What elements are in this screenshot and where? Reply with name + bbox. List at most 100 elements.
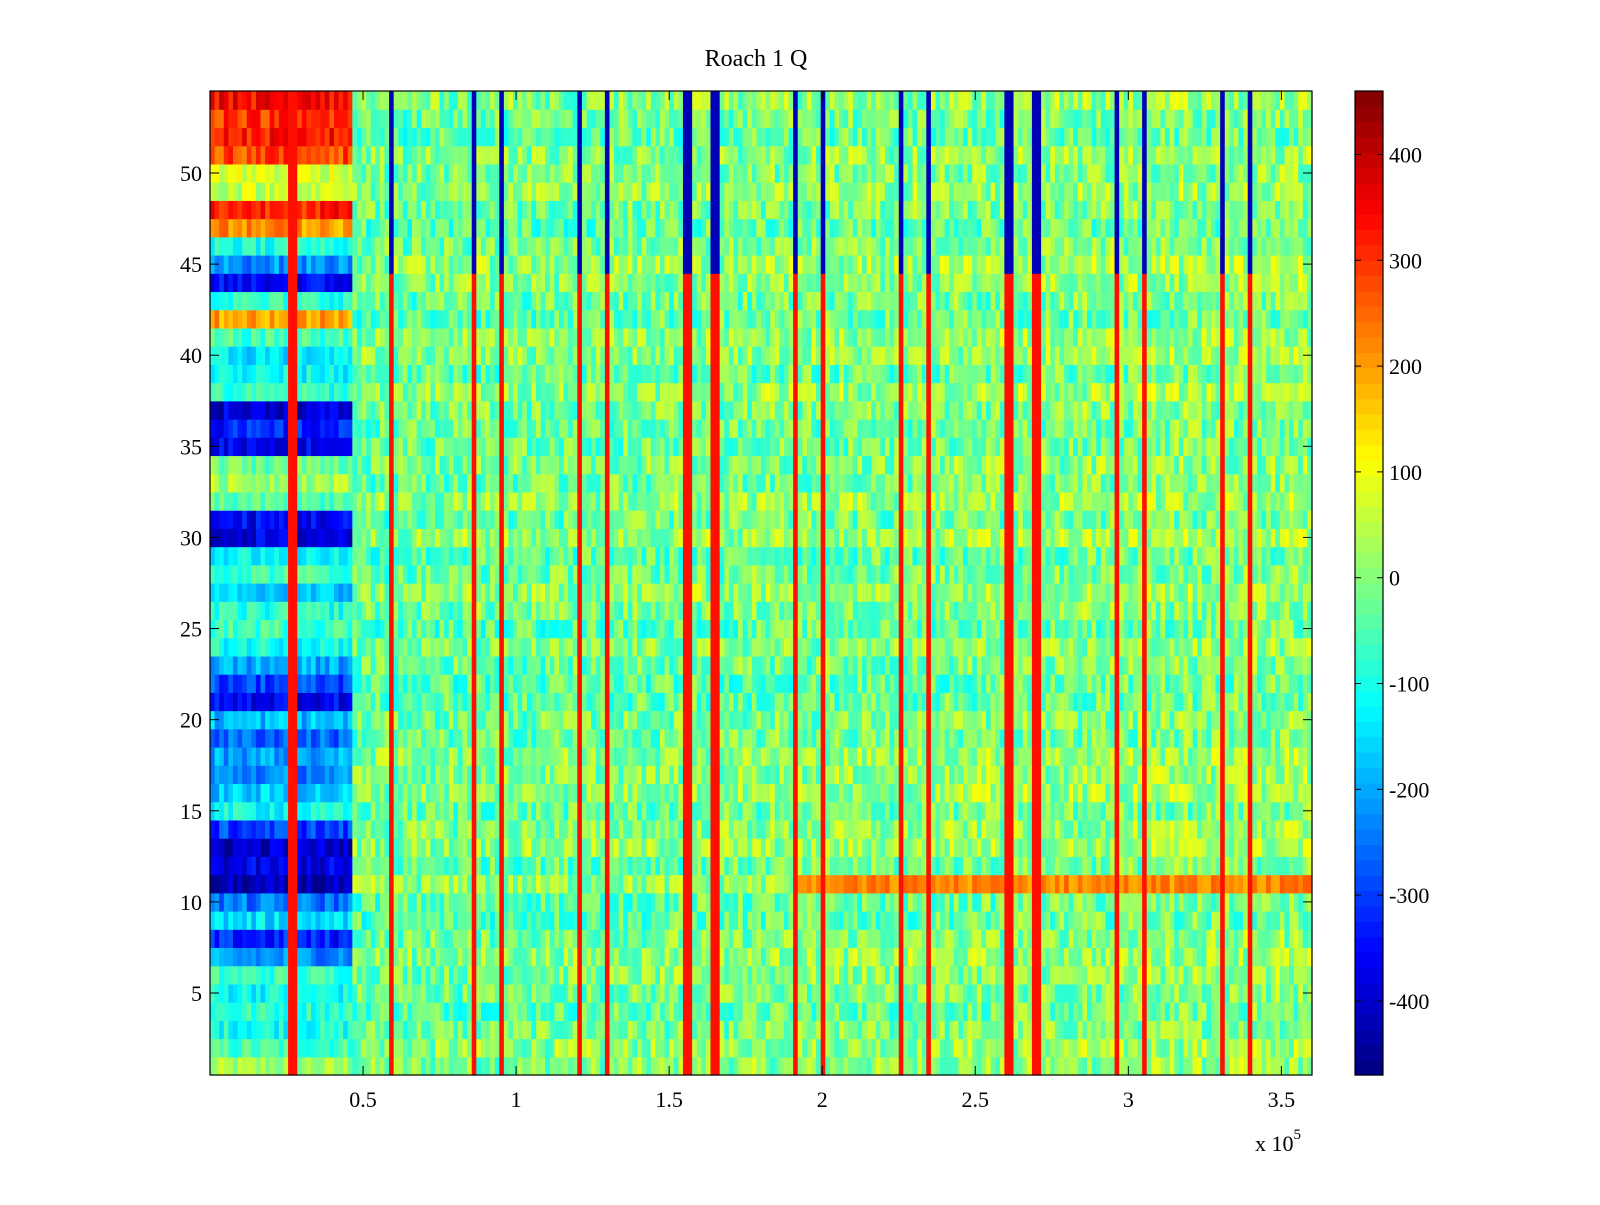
heatmap-cell (834, 783, 840, 803)
heatmap-cell (1087, 747, 1093, 766)
heatmap-cell (793, 965, 799, 985)
heatmap-cell (751, 929, 758, 949)
heatmap-cell (278, 747, 285, 766)
heatmap-cell (972, 965, 978, 985)
heatmap-cell (554, 983, 560, 1003)
heatmap-cell (1279, 838, 1286, 857)
heatmap-cell (301, 819, 308, 839)
heatmap-cell (1137, 783, 1143, 803)
heatmap-cell (1210, 965, 1217, 985)
heatmap-cell (774, 765, 780, 785)
heatmap-cell (995, 929, 1001, 949)
heatmap-cell (1100, 838, 1106, 857)
heatmap-cell (439, 911, 445, 930)
heatmap-cell (797, 728, 803, 748)
heatmap-cell (1082, 1038, 1088, 1058)
heatmap-cell (416, 1002, 422, 1021)
heatmap-cell (604, 911, 611, 930)
heatmap-cell (1188, 710, 1194, 730)
heatmap-cell (1027, 765, 1033, 785)
heatmap-cell (912, 765, 918, 785)
heatmap-cell (1302, 783, 1309, 803)
heatmap-cell (283, 710, 289, 730)
heatmap-cell (889, 911, 895, 930)
heatmap-cell (1036, 765, 1042, 785)
heatmap-cell (324, 965, 330, 985)
heatmap-cell (540, 1056, 546, 1076)
heatmap-cell (747, 929, 753, 949)
heatmap-cell (522, 892, 528, 912)
heatmap-cell (1142, 892, 1148, 912)
heatmap-cell (788, 1056, 794, 1076)
heatmap-cell (880, 747, 886, 766)
heatmap-cell (848, 874, 854, 894)
heatmap-cell (930, 1002, 937, 1021)
heatmap-cell (1224, 892, 1230, 912)
heatmap-cell (1087, 710, 1093, 730)
heatmap-cell (912, 783, 918, 803)
heatmap-cell (825, 1020, 831, 1040)
heatmap-cell (1045, 747, 1051, 766)
chart-title: Roach 1 Q (705, 46, 808, 72)
heatmap-cell (1165, 874, 1171, 894)
heatmap-cell (857, 1002, 863, 1021)
heatmap-cell (816, 874, 822, 894)
heatmap-cell (1298, 801, 1304, 821)
heatmap-cell (793, 819, 799, 839)
heatmap-cell (1238, 765, 1244, 785)
heatmap-cell (765, 983, 771, 1003)
heatmap-cell (301, 728, 308, 748)
heatmap-cell (641, 1038, 647, 1058)
heatmap-cell (581, 1038, 588, 1058)
heatmap-cell (1036, 856, 1042, 876)
heatmap-cell (705, 929, 712, 949)
heatmap-cell (917, 765, 923, 785)
heatmap-cell (733, 819, 739, 839)
heatmap-cell (545, 947, 551, 967)
heatmap-cell (1151, 1056, 1157, 1076)
heatmap-cell (852, 947, 859, 967)
heatmap-cell (614, 1020, 620, 1040)
heatmap-cell (338, 983, 344, 1003)
heatmap-cell (1109, 838, 1116, 857)
heatmap-cell (816, 1056, 822, 1076)
heatmap-cell (1247, 892, 1253, 912)
heatmap-cell (398, 856, 404, 876)
heatmap-cell (678, 929, 684, 949)
heatmap-cell (829, 911, 836, 930)
heatmap-cell (659, 856, 666, 876)
heatmap-cell (1270, 783, 1276, 803)
heatmap-cell (591, 838, 597, 857)
heatmap-cell (467, 983, 473, 1003)
heatmap-cell (770, 728, 776, 748)
heatmap-cell (1031, 1056, 1038, 1076)
heatmap-cell (581, 1002, 588, 1021)
heatmap-cell (623, 892, 629, 912)
heatmap-cell (793, 929, 799, 949)
heatmap-cell (705, 801, 712, 821)
heatmap-cell (1004, 1002, 1010, 1021)
heatmap-cell (448, 983, 454, 1003)
heatmap-cell (1229, 892, 1235, 912)
heatmap-cell (797, 801, 803, 821)
heatmap-cell (315, 856, 321, 876)
heatmap-cell (269, 1038, 275, 1058)
heatmap-cell (783, 874, 790, 894)
heatmap-cell (1114, 783, 1120, 803)
heatmap-cell (839, 929, 845, 949)
heatmap-cell (875, 965, 881, 985)
heatmap-cell (476, 819, 482, 839)
heatmap-cell (407, 692, 413, 712)
heatmap-cell (765, 965, 771, 985)
heatmap-cell (255, 692, 262, 712)
heatmap-cell (370, 1002, 376, 1021)
heatmap-cell (770, 874, 776, 894)
heatmap-cell (848, 747, 854, 766)
heatmap-cell (1073, 692, 1079, 712)
heatmap-cell (1293, 783, 1299, 803)
heatmap-cell (1027, 838, 1033, 857)
heatmap-cell (609, 765, 615, 785)
heatmap-cell (416, 929, 422, 949)
heatmap-cell (958, 1002, 964, 1021)
heatmap-cell (999, 801, 1005, 821)
